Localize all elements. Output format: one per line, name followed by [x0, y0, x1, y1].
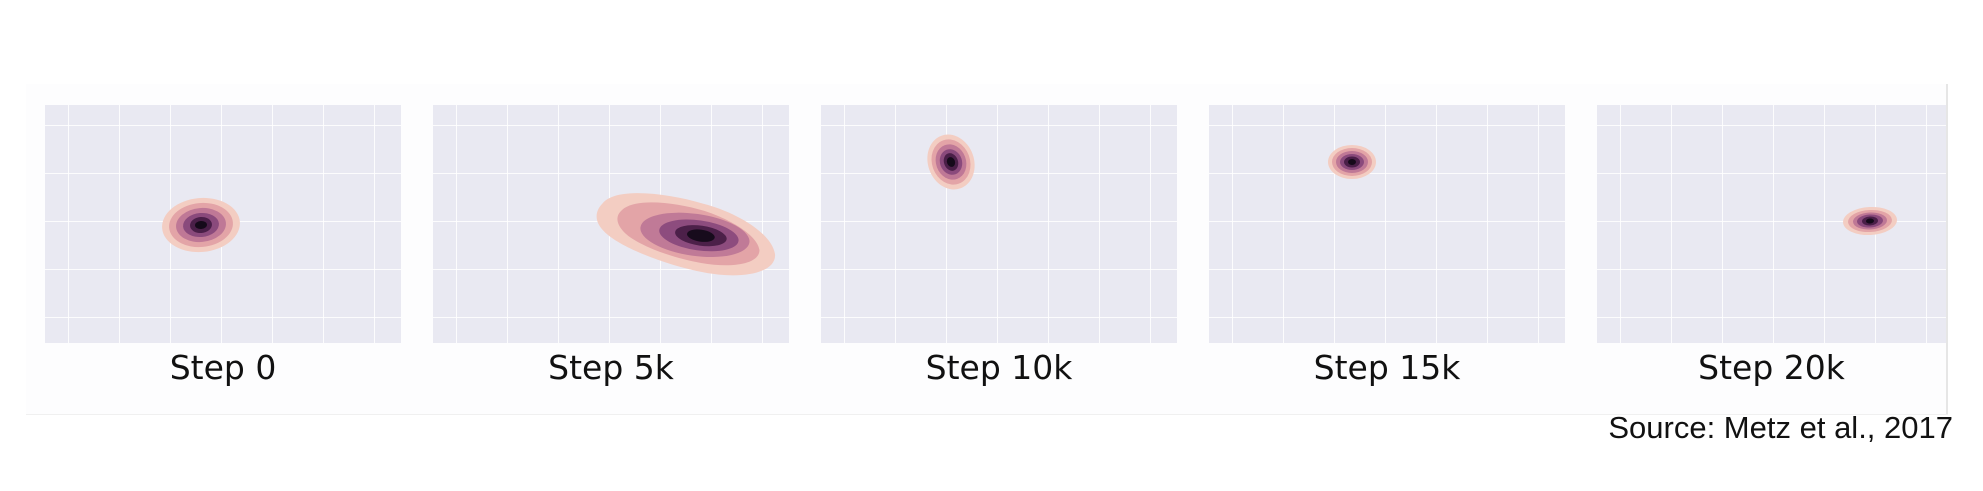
density-blob — [596, 193, 776, 276]
caption-step-5k: Step 5k — [548, 348, 674, 387]
density-plot-step-20k — [1843, 206, 1897, 236]
density-plot-step-10k — [927, 134, 975, 190]
density-plot-step-0 — [162, 197, 240, 253]
density-panel-step-5k — [433, 105, 789, 343]
caption-step-15k: Step 15k — [1313, 348, 1461, 387]
density-panel-step-20k — [1597, 105, 1946, 343]
strip-divider — [26, 414, 1948, 415]
source-citation: Source: Metz et al., 2017 — [1608, 410, 1953, 445]
caption-step-10k: Step 10k — [925, 348, 1073, 387]
density-plot-step-5k — [596, 193, 776, 276]
density-panel-step-0 — [45, 105, 401, 343]
caption-step-20k: Step 20k — [1698, 348, 1845, 387]
density-blob — [927, 134, 975, 190]
density-panel-step-10k — [821, 105, 1177, 343]
caption-step-0: Step 0 — [169, 348, 277, 387]
strip-border — [1946, 84, 1948, 414]
density-panel-step-15k — [1209, 105, 1565, 343]
density-blob — [1843, 206, 1897, 236]
density-blob — [1328, 145, 1376, 179]
density-plot-step-15k — [1328, 145, 1376, 179]
density-blob — [162, 197, 240, 253]
